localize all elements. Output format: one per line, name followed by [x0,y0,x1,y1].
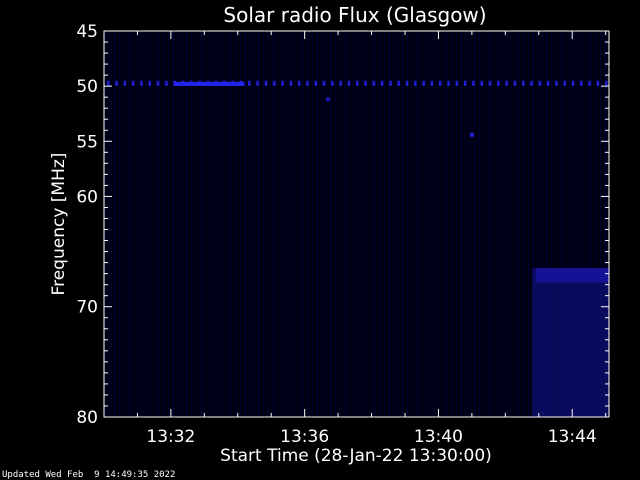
y-tick-label: 45 [76,22,98,42]
dotted-emission-segment [422,80,425,86]
dotted-emission-segment [356,80,359,86]
emission-spot [469,132,474,137]
dotted-emission-segment [455,80,459,86]
dotted-emission-segment [165,80,168,86]
update-timestamp: Updated Wed Feb 9 14:49:35 2022 [2,470,175,480]
dotted-emission-segment [322,80,326,86]
dotted-emission-segment [530,80,533,86]
dotted-emission-segment [347,80,351,86]
dotted-emission-segment [605,80,608,86]
y-tick-label: 60 [76,187,98,207]
dotted-emission-segment [522,80,525,86]
emission-region [532,268,609,417]
dotted-emission-segment [405,80,409,86]
y-tick-label: 55 [76,132,98,152]
dotted-emission-segment [289,80,293,86]
dotted-emission-segment [439,80,442,86]
dotted-emission-segment [273,80,276,86]
dotted-emission-segment [513,80,517,86]
plot-background [104,31,609,417]
x-axis-label: Start Time (28-Jan-22 13:30:00) [220,446,492,466]
dotted-emission-segment [430,80,434,86]
dotted-emission-segment [331,80,334,86]
y-axis-label: Frequency [MHz] [49,153,69,296]
dotted-emission-segment [107,80,110,86]
plot-area [103,30,610,418]
dotted-emission-segment [314,80,317,86]
dotted-emission-segment [571,80,575,86]
x-tick-label: 13:40 [414,427,463,447]
plot-frame [103,30,610,418]
dotted-emission-segment [131,80,135,86]
emission-spot [326,97,331,102]
x-axis: 13:32 13:36 13:40 13:44 [103,31,607,447]
dotted-emission-segment [555,80,558,86]
dotted-emission-segment [472,80,475,86]
emission-region [535,268,609,283]
dotted-emission-segment [123,80,127,86]
y-tick-label: 80 [76,408,98,428]
dotted-emission-segment [563,80,566,86]
dotted-emission-segment [505,80,508,86]
dotted-emission-segment [156,80,160,86]
dotted-emission-segment [397,80,400,86]
dotted-emission-segment [480,80,483,86]
dotted-emission-segment [281,80,284,86]
spectrogram-features [107,80,609,417]
dotted-emission-segment [264,80,268,86]
dotted-emission-segment [297,80,301,86]
x-tick-label: 13:32 [146,427,195,447]
x-tick-label: 13:36 [280,427,329,447]
dotted-emission-segment [389,80,392,86]
dotted-emission-segment [538,80,542,86]
dotted-emission-segment [380,80,384,86]
x-tick-label: 13:44 [548,427,597,447]
dotted-emission-segment [148,80,151,86]
dotted-emission-segment [256,80,259,86]
dotted-emission-segment [497,80,500,86]
emission-band [174,81,245,86]
y-tick-label: 70 [76,298,98,318]
dotted-emission-segment [414,80,417,86]
dotted-emission-segment [447,80,450,86]
dotted-emission-segment [463,80,467,86]
y-tick-label: 50 [76,77,98,97]
dotted-emission-segment [488,80,492,86]
dotted-emission-segment [588,80,591,86]
dotted-emission-segment [115,80,118,86]
dotted-emission-segment [580,80,583,86]
dotted-emission-segment [306,80,309,86]
dotted-emission-segment [339,80,342,86]
dotted-emission-segment [248,80,251,86]
dotted-emission-segment [364,80,367,86]
chart-title: Solar radio Flux (Glasgow) [223,3,486,27]
y-axis: 45 50 55 60 70 80 [76,22,609,428]
dotted-emission-segment [546,80,550,86]
dotted-emission-segment [596,80,600,86]
dotted-emission-segment [140,80,143,86]
dotted-emission-segment [372,80,376,86]
